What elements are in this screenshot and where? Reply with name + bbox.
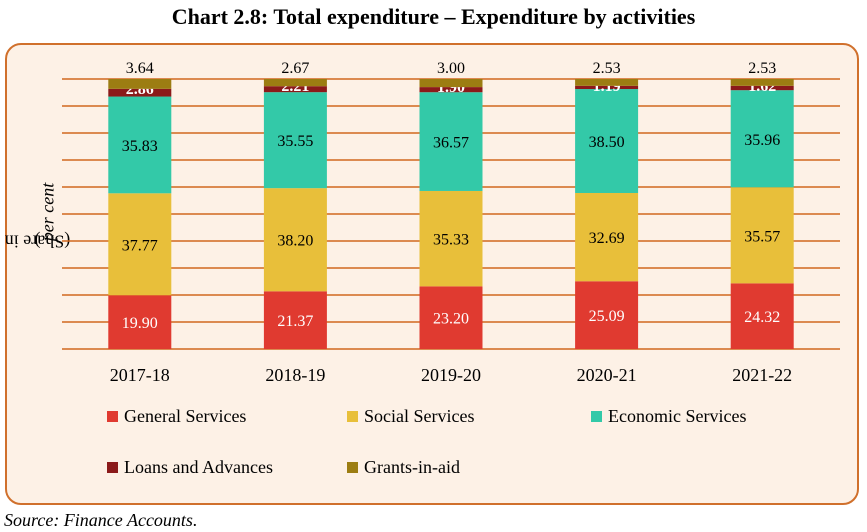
legend-item: General Services	[107, 406, 246, 426]
data-label: 35.33	[433, 232, 469, 249]
bar-segment	[575, 192, 639, 282]
bar-segment	[575, 79, 639, 86]
bar-segment	[419, 286, 483, 349]
x-tick-label: 2019-20	[421, 365, 481, 385]
source-note: Source: Finance Accounts.	[4, 510, 198, 530]
data-label: 35.57	[744, 228, 780, 245]
legend-label: Economic Services	[608, 406, 747, 426]
bar-segment	[108, 295, 172, 349]
x-tick-label: 2018-19	[265, 365, 325, 385]
legend-swatch	[591, 411, 602, 422]
bar-segment	[730, 79, 794, 86]
legend-label: Loans and Advances	[124, 457, 273, 477]
bar-segment	[263, 92, 327, 189]
bar-segment	[730, 90, 794, 188]
data-label: 2.53	[748, 60, 776, 77]
bar-segment	[263, 291, 327, 349]
legend-item: Economic Services	[591, 406, 746, 426]
bar-segment	[419, 190, 483, 287]
data-label: 35.55	[277, 133, 313, 150]
x-tick-label: 2020-21	[577, 365, 637, 385]
data-label: 21.37	[277, 313, 313, 330]
data-label: 32.69	[589, 230, 625, 247]
data-label: 2.53	[593, 60, 621, 77]
bar-segment	[575, 85, 639, 90]
bar-segment	[730, 187, 794, 284]
bar-segment	[263, 188, 327, 292]
legend-item: Loans and Advances	[107, 457, 273, 477]
data-label: 25.09	[589, 308, 625, 325]
bar-segment	[575, 89, 639, 193]
data-label: 23.20	[433, 311, 469, 328]
bar-segment	[263, 79, 327, 87]
bar-segment	[108, 79, 172, 89]
legend-swatch	[347, 462, 358, 473]
bar-segment	[419, 87, 483, 93]
bar-segment	[419, 79, 483, 88]
x-tick-label: 2021-22	[732, 365, 792, 385]
data-label: 38.20	[277, 233, 313, 250]
bar-segment	[108, 193, 172, 296]
bar-segment	[575, 281, 639, 349]
data-label: 36.57	[433, 135, 469, 152]
legend-swatch	[107, 411, 118, 422]
legend-item: Social Services	[347, 406, 474, 426]
legend-item: Grants-in-aid	[347, 457, 460, 477]
data-label: 2.67	[281, 60, 309, 77]
data-label: 24.32	[744, 309, 780, 326]
bar-segment	[730, 283, 794, 349]
legend-swatch	[107, 462, 118, 473]
data-label: 19.90	[122, 315, 158, 332]
x-tick-label: 2017-18	[110, 365, 170, 385]
data-label: 37.77	[122, 237, 158, 254]
legend-label: Grants-in-aid	[364, 457, 460, 477]
bar-segment	[730, 85, 794, 91]
data-label: 38.50	[589, 134, 625, 151]
legend-label: Social Services	[364, 406, 475, 426]
data-label: 3.00	[437, 60, 465, 77]
bar-segment	[419, 92, 483, 191]
bar-segment	[108, 96, 172, 194]
data-label: 35.83	[122, 138, 158, 155]
bar-segment	[263, 86, 327, 93]
legend-label: General Services	[124, 406, 247, 426]
data-label: 3.64	[126, 60, 154, 77]
bar-segment	[108, 88, 172, 97]
data-label: 35.96	[744, 132, 780, 149]
chart-title: Chart 2.8: Total expenditure – Expenditu…	[171, 4, 696, 29]
legend-swatch	[347, 411, 358, 422]
